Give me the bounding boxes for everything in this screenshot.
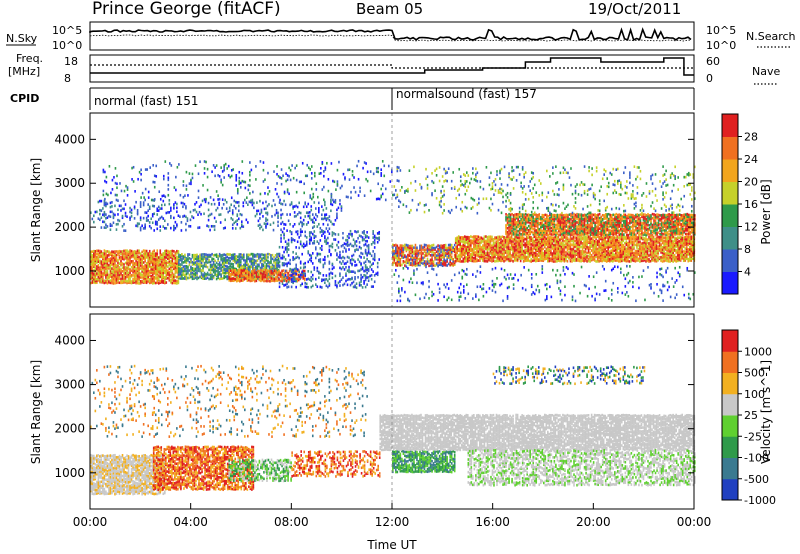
noise-left-label: N.Sky — [6, 32, 38, 45]
velocity-colorbar: 1000 500 100 25 -25 -100 -500 -1000 — [721, 329, 776, 507]
colorbar-tick-label: 25 — [744, 409, 758, 422]
colorbar-tick-label: 16 — [744, 198, 758, 211]
power-heatmap — [90, 113, 696, 307]
velocity-colorbar-label: Velocity [m s^-1] — [759, 360, 773, 464]
noise-right-label: N.Search — [746, 30, 796, 43]
range-tick-label: 1000 — [54, 466, 85, 480]
noise-traces — [89, 27, 692, 42]
noise-right-tick-top: 10^5 — [706, 24, 736, 37]
velocity-y-axis: 1000 2000 3000 4000 — [54, 333, 694, 480]
colorbar-swatch — [722, 415, 738, 437]
freq-label-2: [MHz] — [8, 65, 40, 78]
colorbar-tick-label: -25 — [744, 430, 762, 443]
time-tick-label: 00:00 — [677, 515, 712, 529]
time-tick-label: 08:00 — [274, 515, 309, 529]
power-colorbar: 4 8 12 16 20 24 28 — [721, 113, 758, 295]
colorbar-swatch — [722, 393, 738, 416]
velocity-ylabel: Slant Range [km] — [29, 360, 43, 464]
colorbar-tick-label: -100 — [744, 452, 769, 465]
range-tick-label: 3000 — [54, 176, 85, 190]
power-panel: 1000 2000 3000 4000 Slant Range [km] 4 8 12 16… — [29, 112, 773, 308]
freq-label-1: Freq. — [16, 52, 43, 65]
time-tick-label: 12:00 — [375, 515, 410, 529]
colorbar-swatch — [722, 249, 738, 272]
colorbar-swatch — [722, 478, 738, 501]
colorbar-swatch — [722, 159, 738, 182]
colorbar-swatch — [722, 204, 738, 227]
cpid-segment-1: normal (fast) 151 — [94, 94, 198, 108]
colorbar-swatch — [722, 226, 738, 250]
cpid-segment-2: normalsound (fast) 157 — [396, 87, 537, 101]
beam-title: Beam 05 — [356, 0, 423, 18]
colorbar-tick-label: 12 — [744, 221, 758, 234]
power-ylabel: Slant Range [km] — [29, 158, 43, 262]
colorbar-swatch — [722, 330, 738, 352]
power-colorbar-label: Power [dB] — [759, 179, 773, 244]
station-title: Prince George (fitACF) — [92, 0, 281, 19]
time-tick-label: 16:00 — [475, 515, 510, 529]
time-axis-label: Time UT — [366, 538, 417, 552]
colorbar-swatch — [722, 436, 738, 458]
colorbar-tick-label: -1000 — [744, 494, 776, 507]
colorbar-swatch — [722, 271, 738, 295]
velocity-heatmap — [90, 314, 696, 509]
nave-label: Nave — [752, 65, 780, 78]
colorbar-tick-label: -500 — [744, 473, 769, 486]
range-tick-label: 3000 — [54, 378, 85, 392]
time-tick-label: 00:00 — [73, 515, 108, 529]
freq-panel: Freq. [MHz] 18 8 60 0 Nave — [8, 52, 780, 85]
colorbar-tick-label: 1000 — [744, 345, 772, 358]
colorbar-swatch — [722, 136, 738, 160]
colorbar-swatch — [722, 181, 738, 205]
noise-right-tick-bottom: 10^0 — [706, 39, 736, 52]
date-title: 19/Oct/2011 — [588, 0, 681, 18]
noise-left-tick-top: 10^5 — [52, 24, 82, 37]
time-axis: 00:00 04:00 08:00 12:00 16:00 20:00 00:00 — [73, 503, 712, 529]
noise-panel: N.Sky 10^5 10^0 10^5 10^0 N.Search — [6, 21, 796, 52]
nave-tick-top: 60 — [706, 55, 720, 68]
noise-left-tick-bottom: 10^0 — [52, 39, 82, 52]
freq-tick-top: 18 — [64, 55, 78, 68]
colorbar-tick-label: 20 — [744, 176, 758, 189]
velocity-panel: 1000 2000 3000 4000 Slant Range [km] 1000 50… — [29, 313, 776, 552]
colorbar-tick-label: 4 — [744, 266, 751, 279]
range-tick-label: 4000 — [54, 333, 85, 347]
cpid-label: CPID — [10, 92, 39, 105]
cpid-strip: CPID normal (fast) 151 normalsound (fast… — [10, 87, 695, 110]
colorbar-tick-label: 8 — [744, 243, 751, 256]
range-tick-label: 2000 — [54, 220, 85, 234]
nave-tick-bottom: 0 — [706, 72, 713, 85]
range-tick-label: 4000 — [54, 132, 85, 146]
colorbar-tick-label: 24 — [744, 153, 758, 166]
colorbar-swatch — [722, 351, 738, 373]
colorbar-tick-label: 28 — [744, 131, 758, 144]
freq-tick-bottom: 8 — [64, 72, 71, 85]
time-tick-label: 04:00 — [173, 515, 208, 529]
colorbar-swatch — [722, 372, 738, 395]
range-tick-label: 2000 — [54, 422, 85, 436]
time-tick-label: 20:00 — [576, 515, 611, 529]
freq-traces — [90, 57, 694, 76]
colorbar-swatch — [722, 114, 738, 137]
colorbar-tick-label: 100 — [744, 388, 765, 401]
colorbar-tick-label: 500 — [744, 367, 765, 380]
power-y-axis: 1000 2000 3000 4000 — [54, 132, 694, 278]
range-tick-label: 1000 — [54, 264, 85, 278]
colorbar-swatch — [722, 457, 738, 480]
